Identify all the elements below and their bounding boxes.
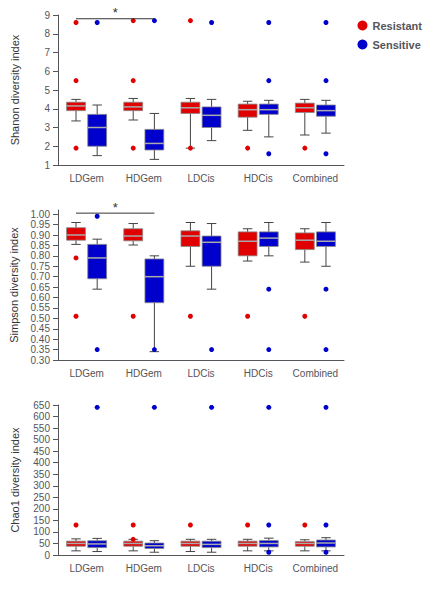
svg-text:LDGem: LDGem [69,563,103,574]
svg-text:500: 500 [33,434,50,445]
svg-text:LDGem: LDGem [69,368,103,379]
svg-text:8: 8 [44,28,50,39]
svg-text:Combined: Combined [293,173,339,184]
svg-text:0: 0 [44,550,50,561]
svg-text:0.50: 0.50 [31,313,51,324]
svg-text:100: 100 [33,526,50,537]
svg-text:LDGem: LDGem [69,173,103,184]
svg-text:0.60: 0.60 [31,292,51,303]
svg-text:150: 150 [33,515,50,526]
svg-text:1.00: 1.00 [31,209,51,220]
svg-text:250: 250 [33,492,50,503]
svg-text:Resistant: Resistant [372,20,422,32]
svg-text:HDCis: HDCis [244,563,273,574]
svg-text:*: * [113,200,118,215]
svg-text:4: 4 [44,103,50,114]
svg-text:3: 3 [44,122,50,133]
svg-text:LDCis: LDCis [187,368,214,379]
svg-text:Shanon diversity index: Shanon diversity index [9,34,21,145]
svg-text:0.30: 0.30 [31,355,51,366]
svg-text:0.35: 0.35 [31,344,51,355]
svg-text:Sensitive: Sensitive [372,39,420,51]
svg-text:0.55: 0.55 [31,302,51,313]
svg-text:5: 5 [44,85,50,96]
svg-text:7: 7 [44,47,50,58]
svg-text:6: 6 [44,66,50,77]
svg-text:0.65: 0.65 [31,282,51,293]
svg-text:2: 2 [44,141,50,152]
svg-text:HDCis: HDCis [244,173,273,184]
svg-text:Combined: Combined [293,563,339,574]
svg-text:450: 450 [33,446,50,457]
svg-text:1: 1 [44,160,50,171]
svg-text:0.85: 0.85 [31,240,51,251]
svg-text:0.70: 0.70 [31,271,51,282]
svg-text:0.40: 0.40 [31,334,51,345]
svg-text:0.90: 0.90 [31,230,51,241]
svg-text:HDGem: HDGem [126,368,162,379]
svg-text:*: * [113,5,118,20]
svg-text:HDGem: HDGem [126,563,162,574]
svg-text:9: 9 [44,10,50,21]
svg-text:650: 650 [33,400,50,411]
svg-text:LDCis: LDCis [187,563,214,574]
svg-text:HDCis: HDCis [244,368,273,379]
svg-text:350: 350 [33,469,50,480]
svg-text:HDGem: HDGem [126,173,162,184]
svg-text:0.95: 0.95 [31,219,51,230]
svg-text:600: 600 [33,411,50,422]
svg-text:400: 400 [33,457,50,468]
svg-text:0.45: 0.45 [31,323,51,334]
svg-text:LDCis: LDCis [187,173,214,184]
svg-text:50: 50 [39,538,51,549]
svg-text:Simpson diversity index: Simpson diversity index [8,227,20,343]
svg-text:0.75: 0.75 [31,261,51,272]
svg-text:0.80: 0.80 [31,250,51,261]
svg-text:Chao1 diversity index: Chao1 diversity index [9,427,21,533]
svg-text:200: 200 [33,503,50,514]
svg-text:Combined: Combined [293,368,339,379]
svg-text:550: 550 [33,423,50,434]
svg-text:300: 300 [33,480,50,491]
